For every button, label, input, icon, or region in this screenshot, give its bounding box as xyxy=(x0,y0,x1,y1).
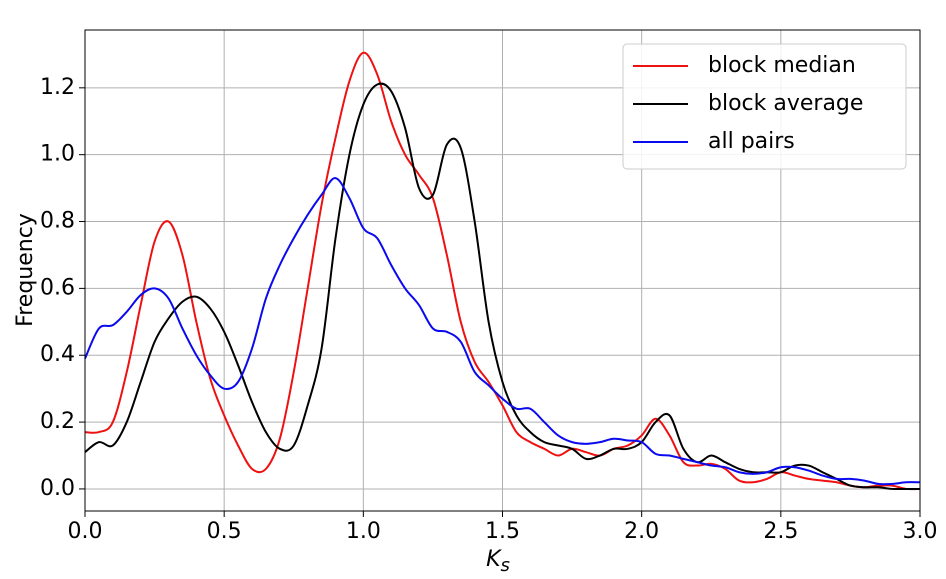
y-tick-label: 0.2 xyxy=(40,409,75,434)
y-tick-label: 1.2 xyxy=(40,75,75,100)
legend-label: block median xyxy=(708,53,856,78)
plot-frame xyxy=(84,29,921,512)
x-label-main: K xyxy=(486,547,502,572)
legend-label: block average xyxy=(708,91,863,116)
y-tick-label: 0.8 xyxy=(40,209,75,234)
legend-box xyxy=(622,43,907,170)
x-tick-label: 0.5 xyxy=(207,519,242,544)
series-line xyxy=(84,177,921,486)
y-tick-label: 0.0 xyxy=(40,476,75,501)
y-tick-label: 0.4 xyxy=(40,342,75,367)
x-tick-label: 1.0 xyxy=(346,519,381,544)
legend-label: all pairs xyxy=(708,129,795,154)
x-tick-label: 2.5 xyxy=(763,519,798,544)
series-line xyxy=(84,82,920,491)
x-axis-label: Ks xyxy=(486,547,510,576)
x-tick-label: 3.0 xyxy=(903,519,938,544)
y-axis-label: Frequency xyxy=(13,213,38,327)
y-tick-label: 0.6 xyxy=(40,275,75,300)
y-tick-label: 1.0 xyxy=(40,142,75,167)
x-tick-label: 0.0 xyxy=(68,519,103,544)
x-tick-label: 2.0 xyxy=(624,519,659,544)
x-label-sub: s xyxy=(501,555,510,576)
x-tick-label: 1.5 xyxy=(485,519,520,544)
